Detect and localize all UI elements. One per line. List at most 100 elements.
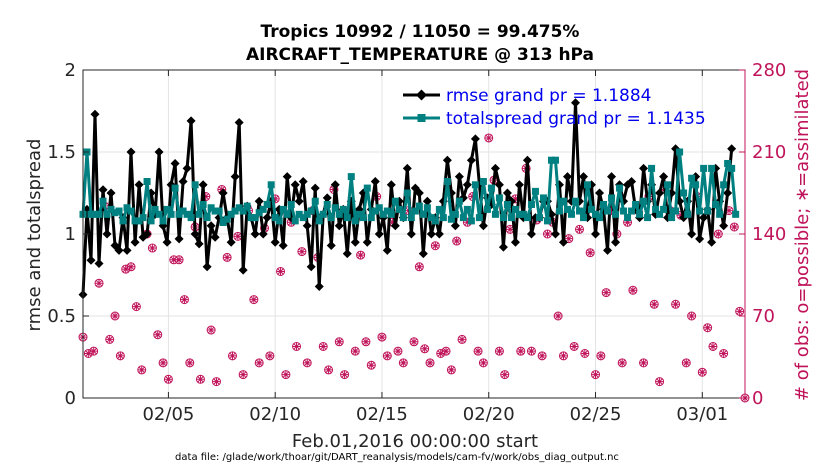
totalspread-point [531, 187, 539, 195]
rmse-point [182, 163, 192, 173]
totalspread-point [640, 197, 648, 205]
obs-marker [580, 348, 590, 358]
totalspread-point [495, 194, 503, 202]
rmse-point [306, 262, 316, 272]
obs-marker [185, 358, 195, 368]
totalspread-point [295, 210, 303, 218]
totalspread-point [624, 214, 632, 222]
totalspread-point [431, 217, 439, 225]
totalspread-point [163, 205, 171, 213]
totalspread-point [115, 207, 123, 215]
totalspread-point [287, 200, 295, 208]
totalspread-point [123, 204, 131, 212]
rmse-point [514, 180, 524, 190]
obs-marker [494, 346, 504, 356]
totalspread-point [612, 210, 620, 218]
totalspread-point [475, 214, 483, 222]
obs-marker [105, 334, 115, 344]
obs-marker [735, 306, 745, 316]
obs-marker [356, 250, 366, 260]
totalspread-point [347, 173, 355, 181]
totalspread-point [239, 207, 247, 215]
rmse-point [230, 172, 240, 182]
obs-marker [591, 370, 601, 380]
totalspread-point [207, 204, 215, 212]
totalspread-point [367, 214, 375, 222]
totalspread-point [359, 214, 367, 222]
totalspread-point [732, 210, 740, 218]
totalspread-point [231, 207, 239, 215]
x-tick-label: 02/20 [463, 404, 515, 425]
totalspread-point [716, 210, 724, 218]
totalspread-point [399, 214, 407, 222]
rmse-point [326, 240, 336, 250]
rmse-point [603, 245, 613, 255]
obs-marker [420, 344, 430, 354]
totalspread-point [255, 209, 263, 217]
obs-marker [484, 133, 494, 143]
totalspread-point [403, 189, 411, 197]
obs-marker [163, 374, 173, 384]
totalspread-point [491, 210, 499, 218]
rmse-point [90, 109, 100, 119]
totalspread-point [644, 214, 652, 222]
rmse-point [106, 188, 116, 198]
totalspread-point [391, 197, 399, 205]
rmse-point [386, 180, 396, 190]
totalspread-point [584, 181, 592, 189]
totalspread-point [291, 217, 299, 225]
rmse-point [639, 163, 649, 173]
obs-marker [697, 367, 707, 377]
obs-marker [361, 337, 371, 347]
totalspread-point [135, 217, 143, 225]
rmse-point [374, 229, 384, 239]
obs-marker [382, 351, 392, 361]
rmse-point [170, 158, 180, 168]
y-axis-label-right: # of obs: o=possible; ∗=assimilated [792, 69, 813, 401]
totalspread-point [171, 184, 179, 192]
totalspread-point [243, 202, 251, 210]
obs-marker [340, 370, 350, 380]
obs-marker [671, 299, 681, 309]
rmse-point [202, 262, 212, 272]
totalspread-point [143, 178, 151, 186]
rmse-point [238, 265, 248, 275]
tick-labels: 02/05 02/10 02/15 02/20 02/25 03/01 0 0.5 1 1.5 2 0… [47, 60, 786, 425]
totalspread-point [620, 207, 628, 215]
obs-marker [206, 325, 216, 335]
totalspread-point [279, 205, 287, 213]
totalspread-point [507, 214, 515, 222]
obs-marker [569, 341, 579, 351]
rmse-point [122, 245, 132, 255]
x-tick-label: 02/05 [142, 404, 194, 425]
obs-marker [324, 365, 334, 375]
rmse-point [198, 180, 208, 190]
totalspread-point [411, 207, 419, 215]
rmse-point [290, 180, 300, 190]
series-group [78, 98, 740, 300]
rmse-point [402, 163, 412, 173]
obs-marker [318, 341, 328, 351]
obs-marker [83, 348, 93, 358]
obs-marker [409, 337, 419, 347]
rmse-point [699, 213, 709, 223]
obs-marker [575, 224, 584, 234]
obs-marker [441, 346, 451, 356]
totalspread-point [211, 207, 219, 215]
rmse-point [310, 183, 320, 193]
obs-marker [281, 370, 291, 380]
rmse-point [695, 234, 705, 244]
totalspread-point [539, 194, 547, 202]
y-tick-label: 2 [65, 60, 76, 81]
totalspread-point [483, 205, 491, 213]
totalspread-point [567, 210, 575, 218]
totalspread-point [303, 210, 311, 218]
rmse-point [550, 229, 560, 239]
legend-marker-rmse [416, 89, 427, 101]
rmse-point [194, 239, 204, 249]
totalspread-point [139, 214, 147, 222]
obs-marker [729, 222, 739, 232]
totalspread-point [331, 204, 339, 212]
rmse-point [282, 172, 292, 182]
